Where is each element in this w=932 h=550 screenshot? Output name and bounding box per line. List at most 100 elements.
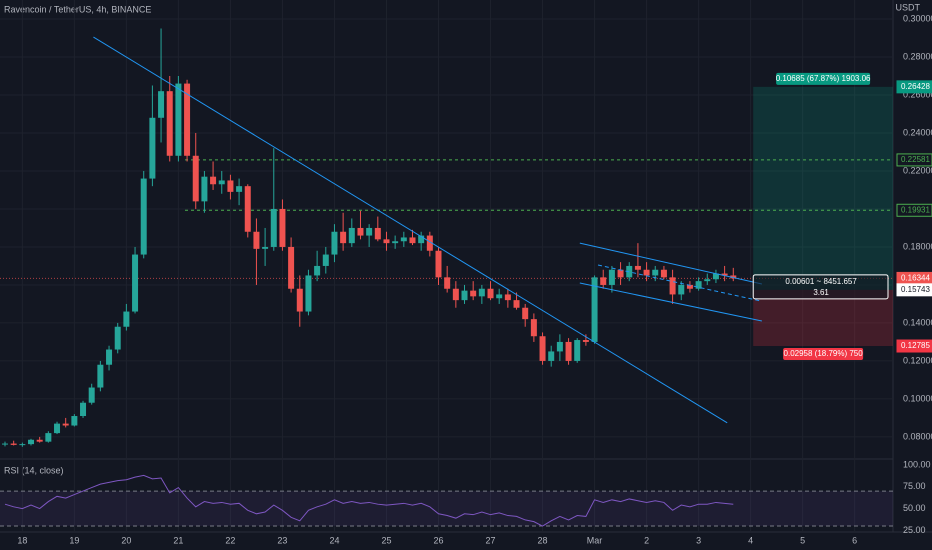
candle-body [262, 246, 269, 249]
candle-body [643, 269, 650, 276]
candle-body [123, 311, 130, 327]
candle-body [548, 351, 555, 361]
trendline [579, 282, 762, 322]
candle-body [331, 231, 338, 255]
x-tick-label: 5 [800, 535, 805, 545]
candle-body [348, 227, 355, 244]
x-tick-label: 28 [538, 535, 548, 545]
candle-body [184, 83, 191, 156]
price-label: 0.26428 [901, 82, 930, 91]
candle-body [435, 250, 442, 278]
candle-body [340, 231, 347, 244]
candle-body [201, 176, 208, 202]
candle-body [366, 227, 373, 236]
candle-body [175, 83, 182, 156]
candle-body [591, 277, 598, 342]
candle-body [426, 235, 433, 251]
candle-body [470, 290, 477, 297]
candle-body [88, 387, 95, 403]
candle-body [704, 279, 711, 282]
y-tick-label: 100.00 [903, 459, 931, 469]
candle-body [106, 349, 113, 365]
candle-body [383, 239, 390, 244]
x-tick-label: 24 [329, 535, 339, 545]
candle-body [227, 180, 234, 192]
x-tick-label: 27 [486, 535, 496, 545]
candle-body [712, 273, 719, 280]
target-zone [753, 86, 893, 290]
candle-body [418, 235, 425, 244]
x-tick-label: 2 [644, 535, 649, 545]
candle-body [10, 443, 17, 445]
candle-body [513, 300, 520, 308]
candle-body [556, 341, 563, 352]
price-label-box [896, 339, 932, 353]
candle-body [669, 277, 676, 295]
x-tick-label: 21 [173, 535, 183, 545]
candle-body [678, 284, 685, 295]
x-tick-label: 26 [433, 535, 443, 545]
candle-body [487, 288, 494, 299]
price-label-box [896, 153, 932, 167]
candle-body [730, 275, 737, 279]
price-label-box [896, 283, 932, 297]
rsi-band [0, 491, 893, 527]
center-label-box [752, 274, 889, 300]
candle-body [496, 294, 503, 299]
candle-body [253, 231, 260, 249]
candle-body [582, 340, 589, 342]
candle-body [409, 237, 416, 244]
candle-body [660, 269, 667, 278]
candle-body [565, 341, 572, 361]
candle-body [62, 423, 69, 426]
candle-body [2, 443, 8, 445]
candle-body [114, 326, 121, 350]
target-label: 0.10685 (67.87%) 1903.06 [776, 74, 871, 83]
candle-body [305, 275, 312, 312]
candle-body [600, 277, 607, 285]
candle-body [652, 269, 659, 276]
candle-body [210, 176, 217, 185]
ratio-label: 3.61 [813, 288, 829, 297]
x-tick-label: 3 [696, 535, 701, 545]
x-tick-label: 25 [381, 535, 391, 545]
candle-body [504, 294, 511, 301]
candle-body [608, 269, 615, 285]
y-tick-label: 25.00 [903, 525, 926, 535]
stop-label-box [783, 348, 864, 361]
y-tick-label: 50.00 [903, 503, 926, 513]
x-tick-label: 4 [748, 535, 753, 545]
x-tick-label: 19 [69, 535, 79, 545]
x-tick-label: Mar [587, 535, 603, 545]
rsi-title: RSI (14, close) [4, 465, 64, 475]
candle-body [617, 269, 624, 278]
y-tick-label: 0.08000 [903, 431, 932, 441]
price-label: 0.15743 [901, 285, 930, 294]
stop-label: 0.02958 (18.79%) 750 [784, 349, 864, 358]
trendline [579, 242, 763, 285]
candle-body [296, 288, 303, 312]
candle-body [357, 227, 364, 236]
x-tick-label: 22 [225, 535, 235, 545]
candle-body [444, 277, 451, 289]
candle-body [28, 439, 35, 445]
trendline [93, 36, 728, 424]
candle-body [270, 208, 277, 247]
candle-body [392, 241, 399, 244]
price-label-box [896, 203, 932, 217]
candle-body [158, 91, 165, 118]
rsi-line [4, 474, 734, 527]
x-tick-label: 23 [277, 535, 287, 545]
price-label: 0.12785 [901, 341, 930, 350]
candle-body [236, 186, 243, 192]
candle-body [97, 364, 104, 388]
candle-body [452, 288, 459, 301]
